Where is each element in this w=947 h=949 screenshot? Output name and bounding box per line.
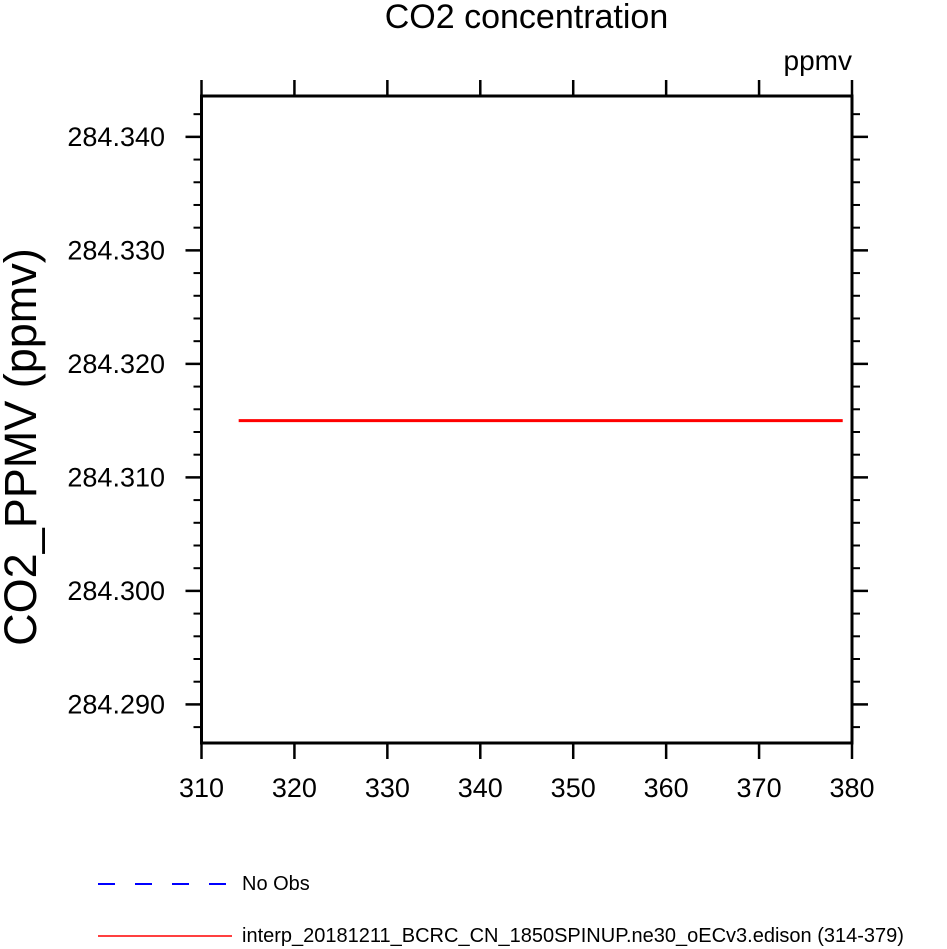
- x-tick-label: 320: [272, 773, 317, 803]
- y-tick-label: 284.340: [67, 122, 165, 152]
- y-tick-label: 284.330: [67, 235, 165, 265]
- legend-item-model-run: interp_20181211_BCRC_CN_1850SPINUP.ne30_…: [98, 923, 904, 949]
- plot-border: [200, 94, 854, 745]
- y-tick-label: 284.300: [67, 576, 165, 606]
- chart-title: CO2 concentration: [384, 0, 669, 36]
- x-tick-label: 330: [365, 773, 410, 803]
- y-tick-label: 284.290: [67, 689, 165, 719]
- legend-item-no-obs: No Obs: [98, 871, 310, 897]
- y-tick-label: 284.320: [67, 349, 165, 379]
- x-tick-label: 350: [551, 773, 596, 803]
- x-tick-label: 310: [179, 773, 224, 803]
- no-obs-dashed-line-sample: [98, 883, 232, 885]
- y-axis-unit-label: ppmv: [783, 45, 852, 76]
- legend-label-model-run: interp_20181211_BCRC_CN_1850SPINUP.ne30_…: [242, 925, 904, 947]
- legend-label-no-obs: No Obs: [242, 873, 310, 895]
- x-tick-label: 380: [829, 773, 874, 803]
- y-tick-label: 284.310: [67, 462, 165, 492]
- model-run-line-sample: [98, 935, 232, 937]
- x-tick-label: 340: [458, 773, 503, 803]
- x-tick-label: 360: [644, 773, 689, 803]
- x-tick-label: 370: [737, 773, 782, 803]
